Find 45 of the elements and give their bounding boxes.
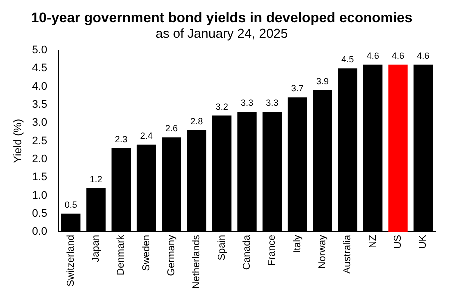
y-tick-label: 1.0	[32, 190, 48, 202]
bar	[388, 64, 408, 232]
x-tick-label: Germany	[166, 235, 178, 276]
data-label: 0.5	[64, 200, 78, 210]
x-tick-label: Denmark	[116, 234, 128, 276]
data-label: 4.6	[392, 50, 405, 61]
data-label: 3.3	[266, 98, 279, 108]
data-label: 2.4	[140, 130, 153, 141]
x-tick-label: US	[393, 234, 404, 249]
data-label: 2.8	[190, 116, 204, 126]
x-tick-label: Norway	[317, 235, 328, 269]
y-tick-label: 3.0	[32, 117, 48, 130]
data-label: 4.6	[417, 50, 430, 61]
data-label: 4.5	[342, 54, 354, 65]
x-tick-label: Japan	[90, 235, 102, 262]
data-label: 3.7	[291, 84, 304, 94]
y-axis-title: Yield (%)	[12, 119, 25, 164]
y-tick-label: 3.5	[32, 98, 48, 111]
y-tick-label: 2.5	[32, 135, 48, 148]
y-tick-label: 4.5	[32, 62, 48, 75]
x-tick-label: NZ	[368, 235, 379, 248]
data-label: 4.6	[366, 50, 380, 61]
data-label: 3.3	[240, 98, 254, 108]
data-label: 2.6	[165, 124, 178, 134]
x-tick-label: Sweden	[141, 235, 152, 272]
x-tick-label: Canada	[242, 234, 253, 270]
chart-subtitle: as of January 24, 2025	[156, 26, 288, 42]
x-tick-label: France	[267, 234, 278, 266]
y-tick-label: 0.0	[32, 226, 48, 238]
x-tick-label: Spain	[216, 235, 228, 261]
chart-title: 10-year government bond yields in developed economies	[31, 9, 413, 26]
data-label: 2.3	[115, 134, 128, 144]
y-tick-label: 0.5	[32, 208, 48, 220]
y-tick-label: 2.0	[32, 153, 48, 166]
x-tick-label: Australia	[342, 234, 354, 274]
x-tick-label: Switzerland	[66, 235, 77, 287]
y-tick-label: 4.0	[32, 80, 48, 93]
x-tick-label: UK	[418, 234, 430, 249]
data-label: 1.2	[90, 174, 102, 184]
data-label: 3.9	[316, 76, 330, 86]
x-tick-label: Italy	[292, 235, 304, 254]
x-tick-label: Netherlands	[192, 235, 203, 289]
y-tick-label: 5.0	[32, 44, 48, 56]
y-tick-label: 1.5	[32, 172, 48, 184]
data-label: 3.2	[216, 102, 228, 112]
